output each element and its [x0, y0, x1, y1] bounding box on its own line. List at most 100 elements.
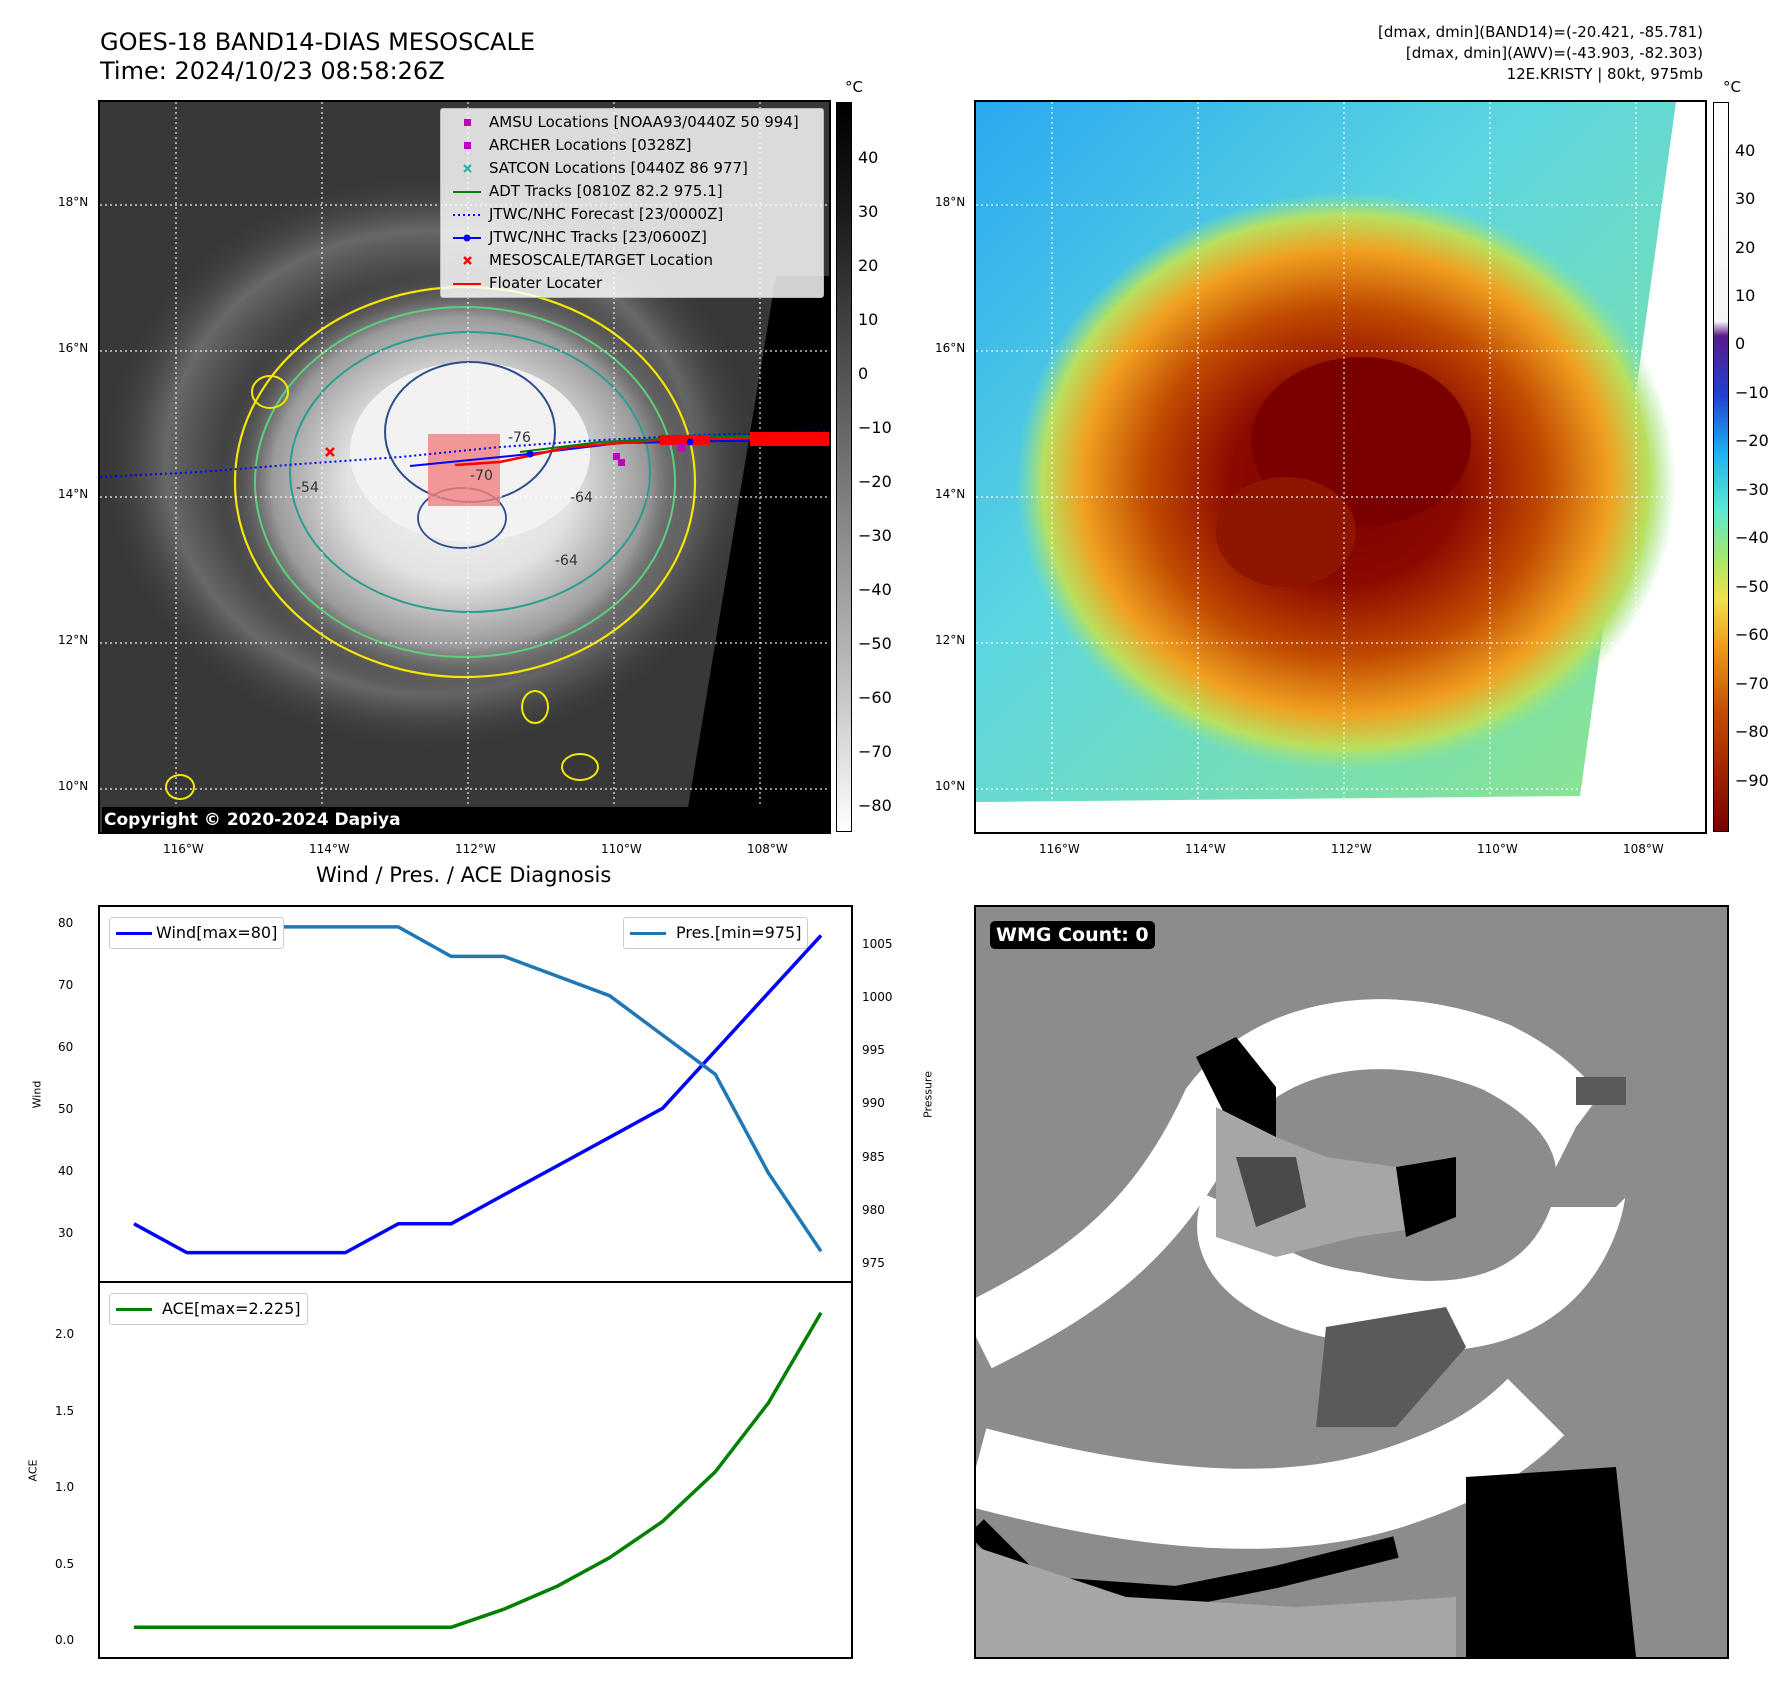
- pressure-tick: 990: [862, 1096, 885, 1110]
- pressure-legend-swatch: [630, 932, 666, 935]
- color-colorbar-tick: 20: [1735, 238, 1756, 257]
- legend-item-floater: Floater Locater: [441, 272, 823, 295]
- contour-label: -64: [570, 490, 593, 506]
- wind-tick: 40: [58, 1164, 74, 1178]
- dmax-awv: [dmax, dmin](AWV)=(-43.903, -82.303): [1405, 44, 1703, 62]
- map-legend: AMSU Locations [NOAA93/0440Z 50 994] ARC…: [440, 108, 824, 298]
- wind-tick: 70: [58, 978, 74, 992]
- lat-label: 18°N: [58, 195, 89, 209]
- floater-line-icon: [453, 283, 481, 285]
- wind-legend: Wind[max=80]: [109, 917, 285, 949]
- legend-item-tracks: JTWC/NHC Tracks [23/0600Z]: [441, 226, 823, 249]
- color-colorbar-tick: 0: [1735, 334, 1746, 353]
- wind-tick: 60: [58, 1040, 74, 1054]
- lon-label: 112°W: [1331, 842, 1372, 856]
- ace-tick: 0.0: [55, 1633, 75, 1647]
- lat-label: 12°N: [58, 633, 89, 647]
- series-line-0: [134, 1311, 823, 1630]
- lon-label: 112°W: [455, 842, 496, 856]
- ace-panel: [98, 1281, 853, 1659]
- gray-colorbar-tick: 20: [858, 256, 879, 275]
- color-colorbar-tick: −10: [1735, 383, 1769, 402]
- color-colorbar-tick: −20: [1735, 431, 1769, 450]
- pressure-legend: Pres.[min=975]: [623, 917, 809, 949]
- color-colorbar-unit: °C: [1723, 78, 1741, 96]
- forecast-dotted-icon: [453, 214, 481, 216]
- color-colorbar-tick: −70: [1735, 674, 1769, 693]
- legend-item-forecast: JTWC/NHC Forecast [23/0000Z]: [441, 203, 823, 226]
- contour-label: -76: [508, 430, 531, 446]
- lat-label: 14°N: [935, 487, 966, 501]
- legend-item-archer: ARCHER Locations [0328Z]: [441, 134, 823, 157]
- gray-colorbar-tick: −80: [858, 796, 892, 815]
- lon-label: 110°W: [1477, 842, 1518, 856]
- ace-tick: 1.0: [55, 1480, 75, 1494]
- amsu-marker-icon: [464, 119, 471, 126]
- wind-tick: 30: [58, 1226, 74, 1240]
- series-line-0: [133, 934, 823, 1255]
- ace-axis-label: ACE: [26, 1459, 40, 1482]
- wind-axis-label: Wind: [30, 1080, 44, 1109]
- color-colorbar-tick: −60: [1735, 625, 1769, 644]
- pressure-tick: 995: [862, 1043, 885, 1057]
- legend-item-target: MESOSCALE/TARGET Location: [441, 249, 823, 272]
- satcon-marker-icon: [463, 164, 472, 173]
- gray-colorbar-tick: 10: [858, 310, 879, 329]
- contour-label: -64: [555, 553, 578, 569]
- lon-label: 116°W: [163, 842, 204, 856]
- pressure-tick: 1005: [862, 937, 893, 951]
- gray-colorbar-tick: 40: [858, 148, 879, 167]
- gray-colorbar-unit: °C: [845, 78, 863, 96]
- tracks-line-icon: [453, 234, 481, 242]
- pressure-tick: 980: [862, 1203, 885, 1217]
- ace-tick: 1.5: [55, 1404, 75, 1418]
- lon-label: 110°W: [601, 842, 642, 856]
- copyright-notice: Copyright © 2020-2024 Dapiya: [102, 807, 831, 833]
- wmg-count-badge: WMG Count: 0: [990, 921, 1155, 949]
- page-title: GOES-18 BAND14-DIAS MESOSCALE: [100, 28, 536, 56]
- ace-legend-swatch: [116, 1308, 152, 1311]
- series-line-1: [134, 925, 823, 1253]
- lon-label: 108°W: [1623, 842, 1664, 856]
- contour-label: -70: [470, 468, 493, 484]
- gray-colorbar-tick: −50: [858, 634, 892, 653]
- lon-label: 114°W: [309, 842, 350, 856]
- color-colorbar-tick: −80: [1735, 722, 1769, 741]
- lat-label: 10°N: [935, 779, 966, 793]
- lat-label: 14°N: [58, 487, 89, 501]
- timestamp: Time: 2024/10/23 08:58:26Z: [100, 57, 445, 85]
- color-colorbar-tick: −90: [1735, 771, 1769, 790]
- pressure-tick: 975: [862, 1256, 885, 1270]
- adt-line-icon: [453, 191, 481, 193]
- lat-label: 16°N: [58, 341, 89, 355]
- gray-colorbar-tick: −30: [858, 526, 892, 545]
- gray-colorbar-tick: −60: [858, 688, 892, 707]
- color-colorbar-tick: 30: [1735, 189, 1756, 208]
- gray-colorbar-tick: −10: [858, 418, 892, 437]
- lon-label: 108°W: [747, 842, 788, 856]
- wind-pressure-svg: [133, 925, 823, 1255]
- color-colorbar-tick: 10: [1735, 286, 1756, 305]
- gray-colorbar-tick: −20: [858, 472, 892, 491]
- pressure-tick: 1000: [862, 990, 893, 1004]
- ace-legend: ACE[max=2.225]: [109, 1293, 308, 1325]
- wind-legend-swatch: [116, 932, 152, 935]
- wind-tick: 80: [58, 916, 74, 930]
- ace-tick: 0.5: [55, 1557, 75, 1571]
- legend-item-adt: ADT Tracks [0810Z 82.2 975.1]: [441, 180, 823, 203]
- lon-label: 116°W: [1039, 842, 1080, 856]
- ir-color-map: [974, 100, 1707, 834]
- ace-tick: 2.0: [55, 1327, 75, 1341]
- wind-pressure-panel: [98, 905, 853, 1283]
- lat-label: 18°N: [935, 195, 966, 209]
- wmg-panel: [974, 905, 1729, 1659]
- lat-label: 12°N: [935, 633, 966, 647]
- target-x-icon: [463, 256, 472, 265]
- gray-colorbar-tick: −40: [858, 580, 892, 599]
- color-colorbar-tick: −40: [1735, 528, 1769, 547]
- wind-tick: 50: [58, 1102, 74, 1116]
- pressure-tick: 985: [862, 1150, 885, 1164]
- archer-marker-icon: [464, 142, 471, 149]
- gray-colorbar-tick: 30: [858, 202, 879, 221]
- ir-color-svg: [976, 102, 1705, 832]
